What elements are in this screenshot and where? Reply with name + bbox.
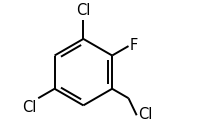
Text: Cl: Cl	[138, 107, 153, 122]
Text: Cl: Cl	[22, 100, 37, 115]
Text: F: F	[130, 38, 138, 53]
Text: Cl: Cl	[76, 3, 90, 18]
